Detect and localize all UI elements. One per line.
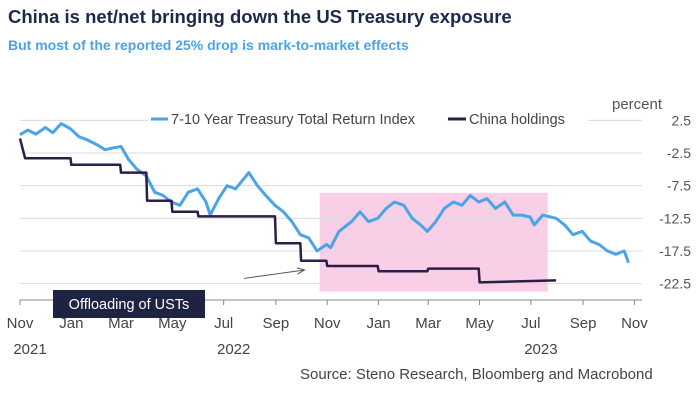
x-tick-label: Mar — [108, 315, 134, 332]
chart-subtitle: But most of the reported 25% drop is mar… — [8, 37, 409, 53]
series-line-treasury — [19, 122, 630, 264]
annotation-box — [53, 290, 205, 318]
source-note: Source: Steno Research, Bloomberg and Ma… — [300, 366, 653, 383]
x-tick-label: Nov — [7, 315, 34, 332]
x-tick-label: Jul — [214, 315, 233, 332]
y-tick-label: -7.5 — [667, 178, 691, 194]
x-tick-label: Nov — [621, 315, 648, 332]
legend-label: 7-10 Year Treasury Total Return Index — [171, 112, 416, 128]
chart-title: China is net/net bringing down the US Tr… — [8, 6, 512, 27]
x-tick-label: May — [158, 315, 187, 332]
x-tick-label: Jul — [521, 315, 540, 332]
x-tick-label: Jan — [59, 315, 83, 332]
annotation-arrowhead — [296, 267, 306, 275]
y-tick-label: 2.5 — [672, 112, 692, 128]
x-tick-label: Sep — [263, 315, 290, 332]
y-tick-label: -22.5 — [659, 276, 691, 292]
y-tick-label: -17.5 — [659, 243, 691, 259]
x-tick-label: Mar — [415, 315, 441, 332]
annotation-label: Offloading of USTs — [69, 297, 190, 313]
legend-background — [148, 106, 588, 132]
x-year-label: 2022 — [217, 341, 250, 358]
x-year-label: 2021 — [13, 341, 46, 358]
legend-label: China holdings — [469, 112, 565, 128]
x-tick-label: Jan — [366, 315, 390, 332]
x-year-label: 2023 — [524, 341, 557, 358]
y-tick-label: -12.5 — [659, 210, 691, 226]
x-tick-label: Sep — [570, 315, 597, 332]
y-tick-label: -2.5 — [667, 145, 691, 161]
x-tick-label: Nov — [314, 315, 341, 332]
annotation-arrow — [243, 269, 305, 279]
x-tick-label: May — [465, 315, 494, 332]
highlight-region — [319, 192, 548, 292]
y-axis-unit: percent — [612, 96, 663, 113]
series-line-china — [18, 138, 557, 284]
